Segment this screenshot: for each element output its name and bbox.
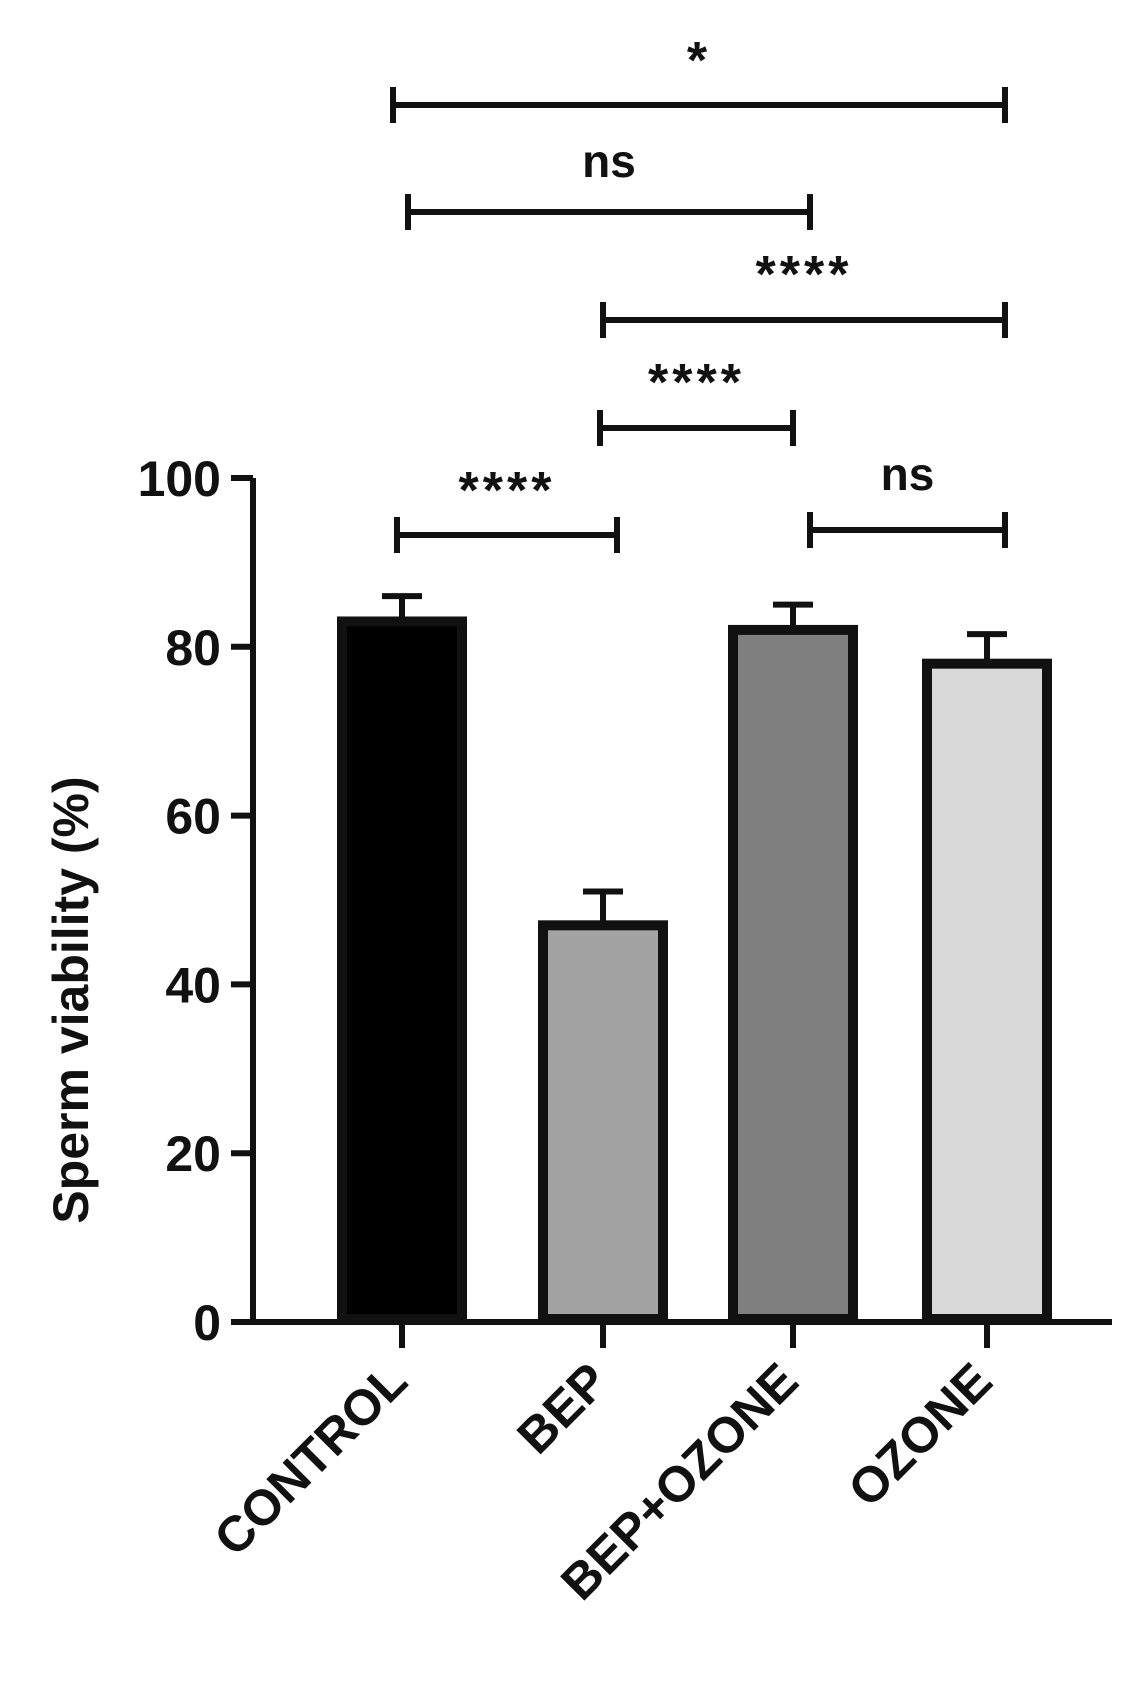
bar-ozone [922, 658, 1052, 1324]
y-tick-label: 40 [165, 957, 221, 1013]
y-tick-label: 100 [138, 451, 221, 507]
y-tick-label: 80 [165, 620, 221, 676]
significance-label: **** [648, 354, 745, 412]
x-tick-label: CONTROL [203, 1352, 417, 1566]
x-tick-label: BEP [506, 1352, 618, 1464]
significance-label: ns [881, 448, 935, 500]
significance-label: **** [756, 246, 853, 304]
y-tick-label: 60 [165, 789, 221, 845]
bar-bep-ozone [728, 624, 858, 1324]
bar-control [337, 616, 467, 1324]
bar-bep [538, 920, 668, 1324]
significance-brackets: *ns************ ns [390, 32, 1008, 553]
y-tick-label: 20 [165, 1126, 221, 1182]
significance-label: * [687, 32, 711, 90]
y-axis-label: Sperm viability (%) [43, 776, 99, 1223]
x-tick-label: OZONE [837, 1352, 1002, 1517]
bars [337, 593, 1052, 1324]
y-tick-label: 0 [193, 1295, 221, 1351]
significance-label: **** [459, 462, 556, 520]
significance-label: ns [582, 135, 636, 187]
